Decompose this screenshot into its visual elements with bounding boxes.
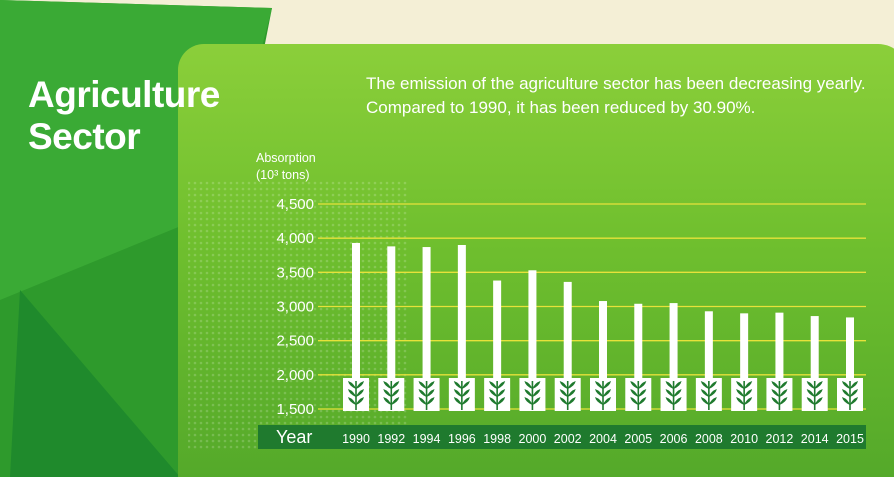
x-tick-label: 2014 xyxy=(801,432,829,446)
x-tick-label: 1990 xyxy=(342,432,370,446)
y-axis-label-line-2: (10³ tons) xyxy=(256,168,310,182)
page-title: Agriculture Sector xyxy=(28,74,268,158)
bar-1996 xyxy=(457,245,466,380)
y-tick-label: 4,000 xyxy=(276,230,314,247)
x-tick-label: 1996 xyxy=(448,432,476,446)
wheat-icon xyxy=(625,378,652,411)
wheat-icon xyxy=(837,378,863,411)
y-tick-label: 4,500 xyxy=(276,196,314,213)
wheat-icon xyxy=(554,378,581,411)
wheat-icon xyxy=(731,378,758,411)
bar-2014 xyxy=(810,316,819,380)
x-tick-label: 1998 xyxy=(483,432,511,446)
x-tick-label: 2008 xyxy=(695,432,723,446)
wheat-icon xyxy=(378,378,405,411)
x-tick-label: 2000 xyxy=(519,432,547,446)
bar-2008 xyxy=(704,311,713,380)
wheat-icon xyxy=(519,378,546,411)
year-band xyxy=(258,425,866,449)
wheat-icon xyxy=(590,378,616,411)
wheat-icon xyxy=(801,378,828,411)
y-tick-label: 2,000 xyxy=(276,367,314,384)
x-tick-label: 2010 xyxy=(730,432,758,446)
bar-1990 xyxy=(352,242,360,380)
wheat-icon xyxy=(448,378,475,411)
bar-2005 xyxy=(634,303,643,380)
x-tick-label: 1994 xyxy=(413,432,441,446)
description-text: The emission of the agriculture sector h… xyxy=(366,74,866,117)
bar-2012 xyxy=(775,312,784,380)
x-tick-label: 2002 xyxy=(554,432,582,446)
x-axis-label: Year xyxy=(276,427,312,447)
x-tick-label: 2004 xyxy=(589,432,617,446)
bar-1994 xyxy=(422,247,431,380)
x-tick-label: 2005 xyxy=(624,432,652,446)
wheat-icon xyxy=(413,378,440,411)
bar-2004 xyxy=(599,301,607,380)
title-line-2: Sector xyxy=(28,116,141,157)
bar-1992 xyxy=(387,246,396,380)
y-tick-label: 1,500 xyxy=(276,401,314,418)
y-tick-label: 3,000 xyxy=(276,299,314,316)
y-tick-label: 2,500 xyxy=(276,333,314,350)
bar-2002 xyxy=(563,281,572,380)
bar-2006 xyxy=(669,303,678,380)
x-tick-label: 2012 xyxy=(766,432,794,446)
wheat-icon xyxy=(695,378,722,411)
y-tick-label: 3,500 xyxy=(276,264,314,281)
wheat-icon xyxy=(484,378,511,411)
y-axis-label-line-1: Absorption xyxy=(256,151,316,165)
bar-1998 xyxy=(493,280,502,380)
y-axis-label: Absorption (10³ tons) xyxy=(256,150,316,184)
bar-2015 xyxy=(846,317,854,380)
x-tick-label: 1992 xyxy=(377,432,405,446)
dot-texture xyxy=(188,180,408,450)
title-line-1: Agriculture xyxy=(28,74,220,115)
x-tick-label: 2006 xyxy=(660,432,688,446)
wheat-icon xyxy=(660,378,687,411)
x-tick-label: 2015 xyxy=(836,432,864,446)
bar-2010 xyxy=(740,313,749,380)
bar-2000 xyxy=(528,270,537,380)
wheat-icon xyxy=(343,378,369,411)
wheat-icon xyxy=(766,378,793,411)
